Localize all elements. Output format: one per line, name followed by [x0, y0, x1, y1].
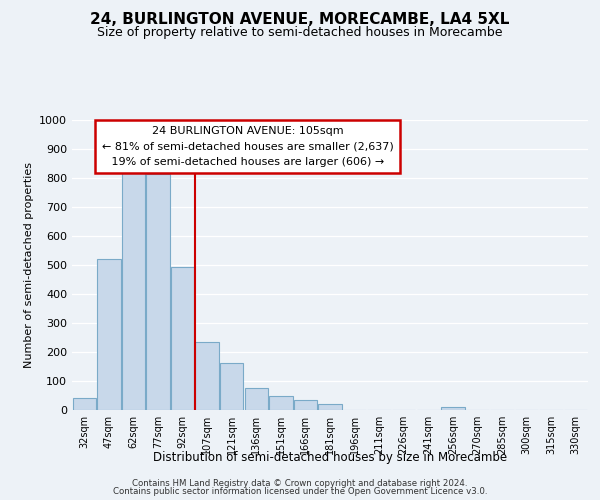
- Bar: [73, 398, 96, 410]
- Text: Contains public sector information licensed under the Open Government Licence v3: Contains public sector information licen…: [113, 487, 487, 496]
- Bar: [220, 362, 244, 410]
- Bar: [269, 396, 293, 410]
- Text: 24 BURLINGTON AVENUE: 105sqm  
← 81% of semi-detached houses are smaller (2,637): 24 BURLINGTON AVENUE: 105sqm ← 81% of se…: [101, 126, 394, 167]
- Bar: [97, 259, 121, 410]
- Bar: [441, 407, 464, 410]
- Bar: [319, 404, 341, 410]
- Bar: [294, 400, 317, 410]
- Text: Distribution of semi-detached houses by size in Morecambe: Distribution of semi-detached houses by …: [153, 451, 507, 464]
- Bar: [122, 170, 145, 410]
- Text: Contains HM Land Registry data © Crown copyright and database right 2024.: Contains HM Land Registry data © Crown c…: [132, 478, 468, 488]
- Text: Size of property relative to semi-detached houses in Morecambe: Size of property relative to semi-detach…: [97, 26, 503, 39]
- Bar: [146, 174, 170, 410]
- Bar: [245, 388, 268, 410]
- Y-axis label: Number of semi-detached properties: Number of semi-detached properties: [23, 162, 34, 368]
- Bar: [171, 267, 194, 410]
- Bar: [196, 342, 219, 410]
- Text: 24, BURLINGTON AVENUE, MORECAMBE, LA4 5XL: 24, BURLINGTON AVENUE, MORECAMBE, LA4 5X…: [91, 12, 509, 28]
